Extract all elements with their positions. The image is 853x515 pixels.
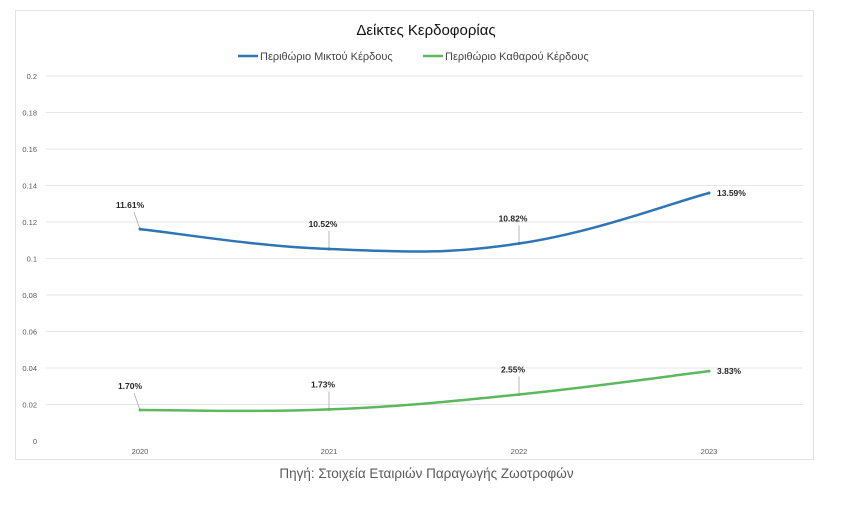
- x-tick-label: 2021: [321, 447, 338, 456]
- x-tick-label: 2023: [701, 447, 718, 456]
- y-tick-label: 0.08: [22, 291, 37, 300]
- data-label: 10.82%: [499, 214, 528, 224]
- x-tick-label: 2022: [511, 447, 528, 456]
- series-line-1: [138, 369, 711, 413]
- data-label: 1.73%: [311, 379, 336, 389]
- chart-title: Δείκτες Κερδοφορίας: [356, 22, 495, 39]
- profitability-line-chart: Δείκτες Κερδοφορίας Περιθώριο Μικτού Κέρδ…: [22, 22, 803, 456]
- y-tick-label: 0: [33, 437, 37, 446]
- data-label: 3.83%: [717, 366, 742, 376]
- data-point: [707, 191, 711, 195]
- data-label: 1.70%: [118, 381, 143, 391]
- chart-frame: [15, 10, 814, 460]
- y-tick-label: 0.04: [22, 364, 37, 373]
- data-point: [327, 407, 331, 411]
- data-label-leader: [133, 392, 141, 411]
- data-label: 2.55%: [501, 364, 526, 374]
- y-tick-label: 0.2: [27, 72, 37, 81]
- data-point: [707, 369, 711, 373]
- x-tick-label: 2020: [132, 447, 149, 456]
- legend-label-1: Περιθώριο Καθαρού Κέρδους: [445, 51, 589, 63]
- data-label: 10.52%: [309, 219, 338, 229]
- legend-label-0: Περιθώριο Μικτού Κέρδους: [260, 51, 393, 63]
- data-point: [138, 408, 142, 412]
- data-point: [517, 392, 521, 396]
- y-tick-label: 0.12: [22, 218, 37, 227]
- y-tick-label: 0.1: [27, 255, 37, 264]
- data-point: [138, 227, 142, 231]
- series-line-0: [138, 191, 711, 253]
- y-tick-label: 0.06: [22, 328, 37, 337]
- data-label: 11.61%: [116, 200, 145, 210]
- source-note: Πηγή: Στοιχεία Εταιριών Παραγωγής Ζωοτρο…: [279, 466, 574, 481]
- data-label-leader: [133, 211, 141, 230]
- y-tick-label: 0.18: [22, 109, 37, 118]
- data-label: 13.59%: [717, 188, 746, 198]
- y-tick-label: 0.14: [22, 182, 37, 191]
- y-tick-label: 0.16: [22, 145, 37, 154]
- data-point: [327, 247, 331, 251]
- data-point: [517, 242, 521, 246]
- y-tick-label: 0.02: [22, 401, 37, 410]
